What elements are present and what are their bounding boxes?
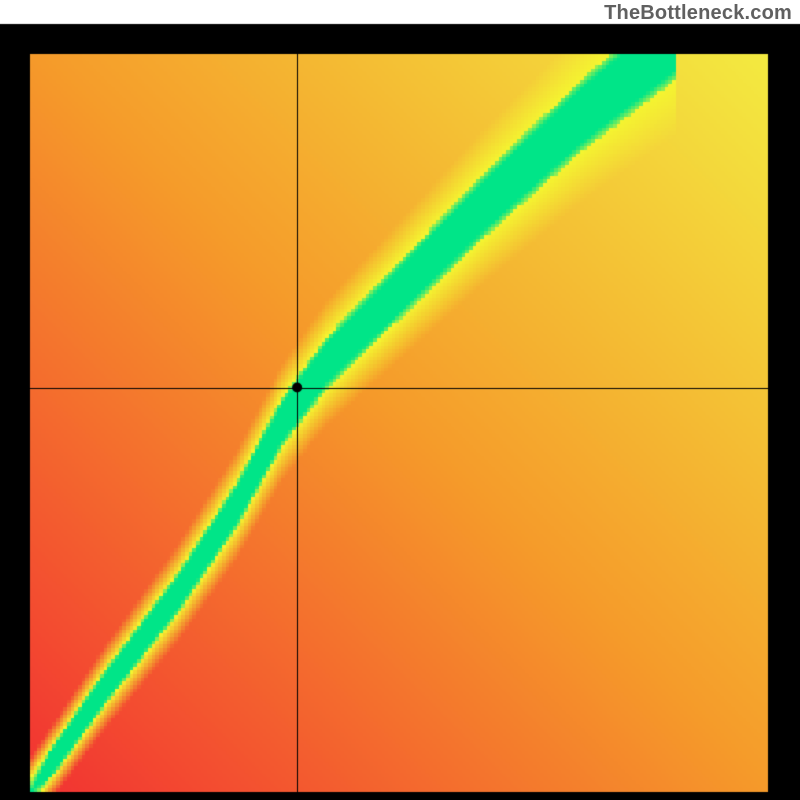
chart-container: TheBottleneck.com xyxy=(0,0,800,800)
watermark-text: TheBottleneck.com xyxy=(604,2,792,25)
bottleneck-heatmap-canvas xyxy=(0,0,800,800)
